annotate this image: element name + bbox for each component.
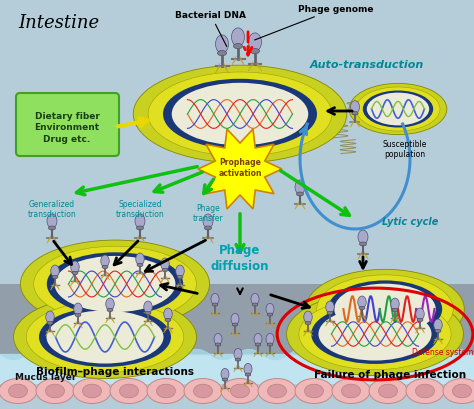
Ellipse shape xyxy=(267,343,273,346)
Ellipse shape xyxy=(230,384,249,398)
Ellipse shape xyxy=(145,312,151,315)
Ellipse shape xyxy=(252,303,258,306)
Text: Specialized
transduction: Specialized transduction xyxy=(116,200,164,219)
Ellipse shape xyxy=(164,308,172,320)
Ellipse shape xyxy=(232,323,238,326)
Ellipse shape xyxy=(417,319,423,322)
Ellipse shape xyxy=(46,311,164,364)
Ellipse shape xyxy=(71,261,79,273)
Ellipse shape xyxy=(391,298,399,310)
Ellipse shape xyxy=(358,230,368,245)
Ellipse shape xyxy=(47,214,57,229)
Ellipse shape xyxy=(144,301,152,313)
Ellipse shape xyxy=(211,294,219,305)
Ellipse shape xyxy=(74,303,82,315)
Ellipse shape xyxy=(20,240,210,328)
Ellipse shape xyxy=(267,313,273,317)
Ellipse shape xyxy=(306,270,465,349)
Ellipse shape xyxy=(311,304,439,364)
Ellipse shape xyxy=(46,384,64,398)
Ellipse shape xyxy=(214,334,222,345)
Ellipse shape xyxy=(177,276,183,279)
Ellipse shape xyxy=(406,379,444,404)
Ellipse shape xyxy=(416,384,435,398)
Ellipse shape xyxy=(203,214,213,229)
Ellipse shape xyxy=(204,227,211,230)
Ellipse shape xyxy=(299,299,451,370)
Ellipse shape xyxy=(36,379,74,404)
Ellipse shape xyxy=(0,379,37,404)
Text: Susceptible
population: Susceptible population xyxy=(383,139,427,159)
Text: Auto-transduction: Auto-transduction xyxy=(310,60,424,70)
Ellipse shape xyxy=(172,83,308,146)
Ellipse shape xyxy=(416,308,424,320)
Ellipse shape xyxy=(148,73,332,157)
Ellipse shape xyxy=(266,303,274,315)
Ellipse shape xyxy=(379,384,398,398)
Ellipse shape xyxy=(193,384,212,398)
Ellipse shape xyxy=(212,303,218,306)
Ellipse shape xyxy=(255,343,261,346)
Ellipse shape xyxy=(107,308,113,312)
Ellipse shape xyxy=(75,313,81,317)
Text: Biofilm–phage interactions: Biofilm–phage interactions xyxy=(36,366,194,376)
Ellipse shape xyxy=(72,272,78,275)
Text: Bacterial DNA: Bacterial DNA xyxy=(175,11,246,47)
Polygon shape xyxy=(0,354,474,384)
Ellipse shape xyxy=(137,227,144,230)
Ellipse shape xyxy=(350,101,359,114)
Ellipse shape xyxy=(9,384,27,398)
Ellipse shape xyxy=(161,258,169,270)
Ellipse shape xyxy=(26,301,184,373)
Polygon shape xyxy=(0,284,474,359)
Ellipse shape xyxy=(215,343,221,346)
Ellipse shape xyxy=(254,334,262,345)
Ellipse shape xyxy=(334,284,436,335)
Text: Mucus layer: Mucus layer xyxy=(15,372,76,381)
Ellipse shape xyxy=(163,80,317,150)
Ellipse shape xyxy=(221,379,259,404)
Ellipse shape xyxy=(52,276,58,279)
Text: Failure of phage infection: Failure of phage infection xyxy=(314,369,466,379)
Ellipse shape xyxy=(156,384,175,398)
Ellipse shape xyxy=(248,34,262,52)
Ellipse shape xyxy=(234,45,243,49)
Text: Prophage
activation: Prophage activation xyxy=(218,157,262,178)
Ellipse shape xyxy=(328,281,442,338)
Ellipse shape xyxy=(216,36,228,54)
Ellipse shape xyxy=(349,84,447,135)
Ellipse shape xyxy=(358,297,366,308)
Text: Phage
diffusion: Phage diffusion xyxy=(211,243,269,272)
Text: Phage genome: Phage genome xyxy=(255,5,374,41)
Ellipse shape xyxy=(304,384,323,398)
Ellipse shape xyxy=(356,88,440,132)
Ellipse shape xyxy=(55,256,175,312)
Ellipse shape xyxy=(165,319,171,322)
Ellipse shape xyxy=(258,379,296,404)
Ellipse shape xyxy=(367,93,429,126)
Ellipse shape xyxy=(363,91,433,128)
Ellipse shape xyxy=(453,384,472,398)
Ellipse shape xyxy=(47,321,53,325)
Text: Phage
transfer: Phage transfer xyxy=(193,204,223,223)
Ellipse shape xyxy=(234,348,242,360)
Ellipse shape xyxy=(392,308,398,312)
Text: Intestine: Intestine xyxy=(18,14,99,32)
Ellipse shape xyxy=(319,308,431,361)
Polygon shape xyxy=(198,130,282,209)
Ellipse shape xyxy=(244,364,252,375)
Text: Lytic cycle: Lytic cycle xyxy=(382,216,438,227)
Ellipse shape xyxy=(136,254,144,265)
Ellipse shape xyxy=(13,296,197,379)
FancyBboxPatch shape xyxy=(16,94,119,157)
Ellipse shape xyxy=(327,312,333,315)
Ellipse shape xyxy=(39,307,171,367)
Ellipse shape xyxy=(359,306,365,310)
Ellipse shape xyxy=(147,379,185,404)
Ellipse shape xyxy=(359,243,366,246)
Text: Generalized
transduction: Generalized transduction xyxy=(27,200,76,219)
Ellipse shape xyxy=(443,379,474,404)
Ellipse shape xyxy=(162,269,168,272)
Ellipse shape xyxy=(46,311,54,323)
